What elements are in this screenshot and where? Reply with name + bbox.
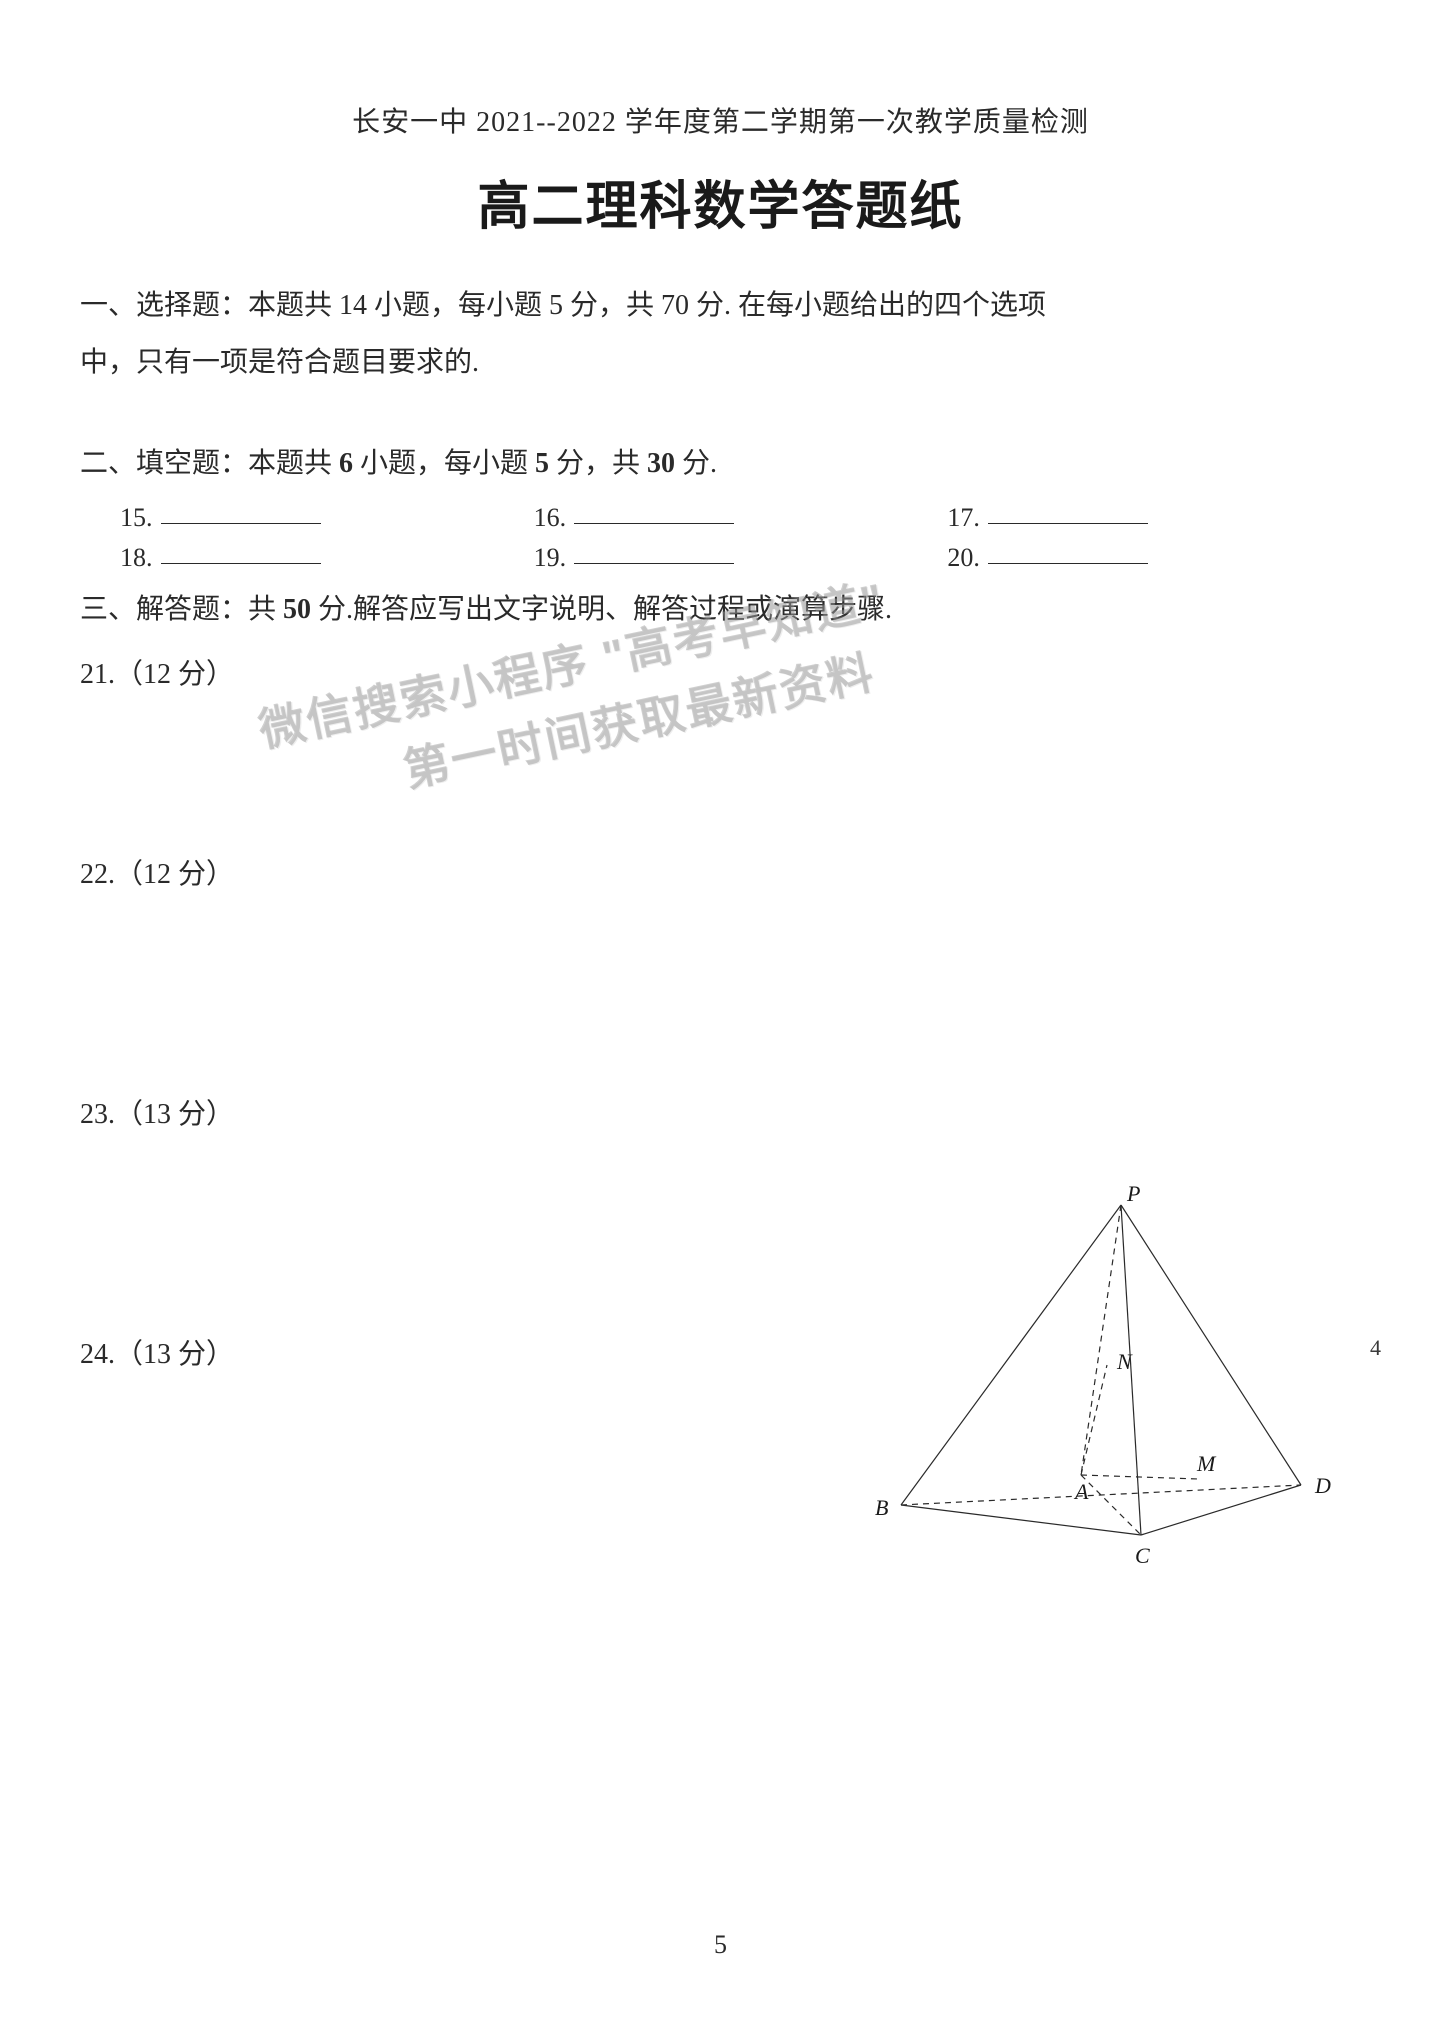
blank-line (161, 562, 321, 564)
blank-line (161, 522, 321, 524)
geometry-figure: P B C D A M N (861, 1185, 1341, 1565)
section-2-suffix: 分. (675, 448, 717, 479)
blank-18-label: 18. (120, 543, 153, 573)
section-3-suffix: 分.解答应写出文字说明、解答过程或演算步骤. (311, 594, 892, 625)
section-2-mid2: 分，共 (549, 448, 647, 479)
blank-line (574, 562, 734, 564)
exam-header: 长安一中 2021--2022 学年度第二学期第一次教学质量检测 (80, 100, 1361, 140)
svg-text:C: C (1135, 1543, 1150, 1565)
blanks-row-2: 18. 19. 20. (80, 543, 1361, 573)
svg-text:P: P (1126, 1185, 1140, 1206)
problem-22: 22.（12 分） (80, 852, 1361, 892)
side-accent: 4 (1370, 1335, 1381, 1361)
svg-text:D: D (1314, 1473, 1331, 1498)
blank-line (988, 562, 1148, 564)
blank-line (574, 522, 734, 524)
blank-17: 17. (947, 503, 1361, 533)
blanks-row-1: 15. 16. 17. (80, 503, 1361, 533)
blank-17-label: 17. (947, 503, 980, 533)
page-number: 5 (714, 1930, 727, 1960)
blank-16: 16. (534, 503, 948, 533)
section-1-heading: 一、选择题：本题共 14 小题，每小题 5 分，共 70 分. 在每小题给出的四… (80, 279, 1361, 332)
svg-text:A: A (1073, 1479, 1089, 1504)
section-3-prefix: 三、解答题：共 (80, 594, 283, 625)
blank-20-label: 20. (947, 543, 980, 573)
section-3-heading: 三、解答题：共 50 分.解答应写出文字说明、解答过程或演算步骤. (80, 583, 1361, 636)
section-1-subline: 中，只有一项是符合题目要求的. (80, 336, 1361, 389)
blank-20: 20. (947, 543, 1361, 573)
section-2-points-total: 30 (647, 448, 675, 479)
section-3-points: 50 (283, 594, 311, 625)
blank-15-label: 15. (120, 503, 153, 533)
section-2-mid1: 小题，每小题 (353, 448, 535, 479)
problem-21: 21.（12 分） (80, 652, 1361, 692)
blank-16-label: 16. (534, 503, 567, 533)
pyramid-diagram: P B C D A M N (861, 1185, 1341, 1565)
problem-23: 23.（13 分） (80, 1092, 1361, 1132)
blank-line (988, 522, 1148, 524)
section-2-heading: 二、填空题：本题共 6 小题，每小题 5 分，共 30 分. (80, 437, 1361, 490)
section-2-prefix: 二、填空题：本题共 (80, 448, 339, 479)
blank-19: 19. (534, 543, 948, 573)
exam-title: 高二理科数学答题纸 (80, 164, 1361, 239)
section-2-points-each: 5 (535, 448, 549, 479)
svg-text:B: B (875, 1495, 888, 1520)
blank-15: 15. (120, 503, 534, 533)
blank-18: 18. (120, 543, 534, 573)
blank-19-label: 19. (534, 543, 567, 573)
section-2-count: 6 (339, 448, 353, 479)
svg-text:N: N (1116, 1349, 1133, 1374)
svg-text:M: M (1196, 1451, 1217, 1476)
